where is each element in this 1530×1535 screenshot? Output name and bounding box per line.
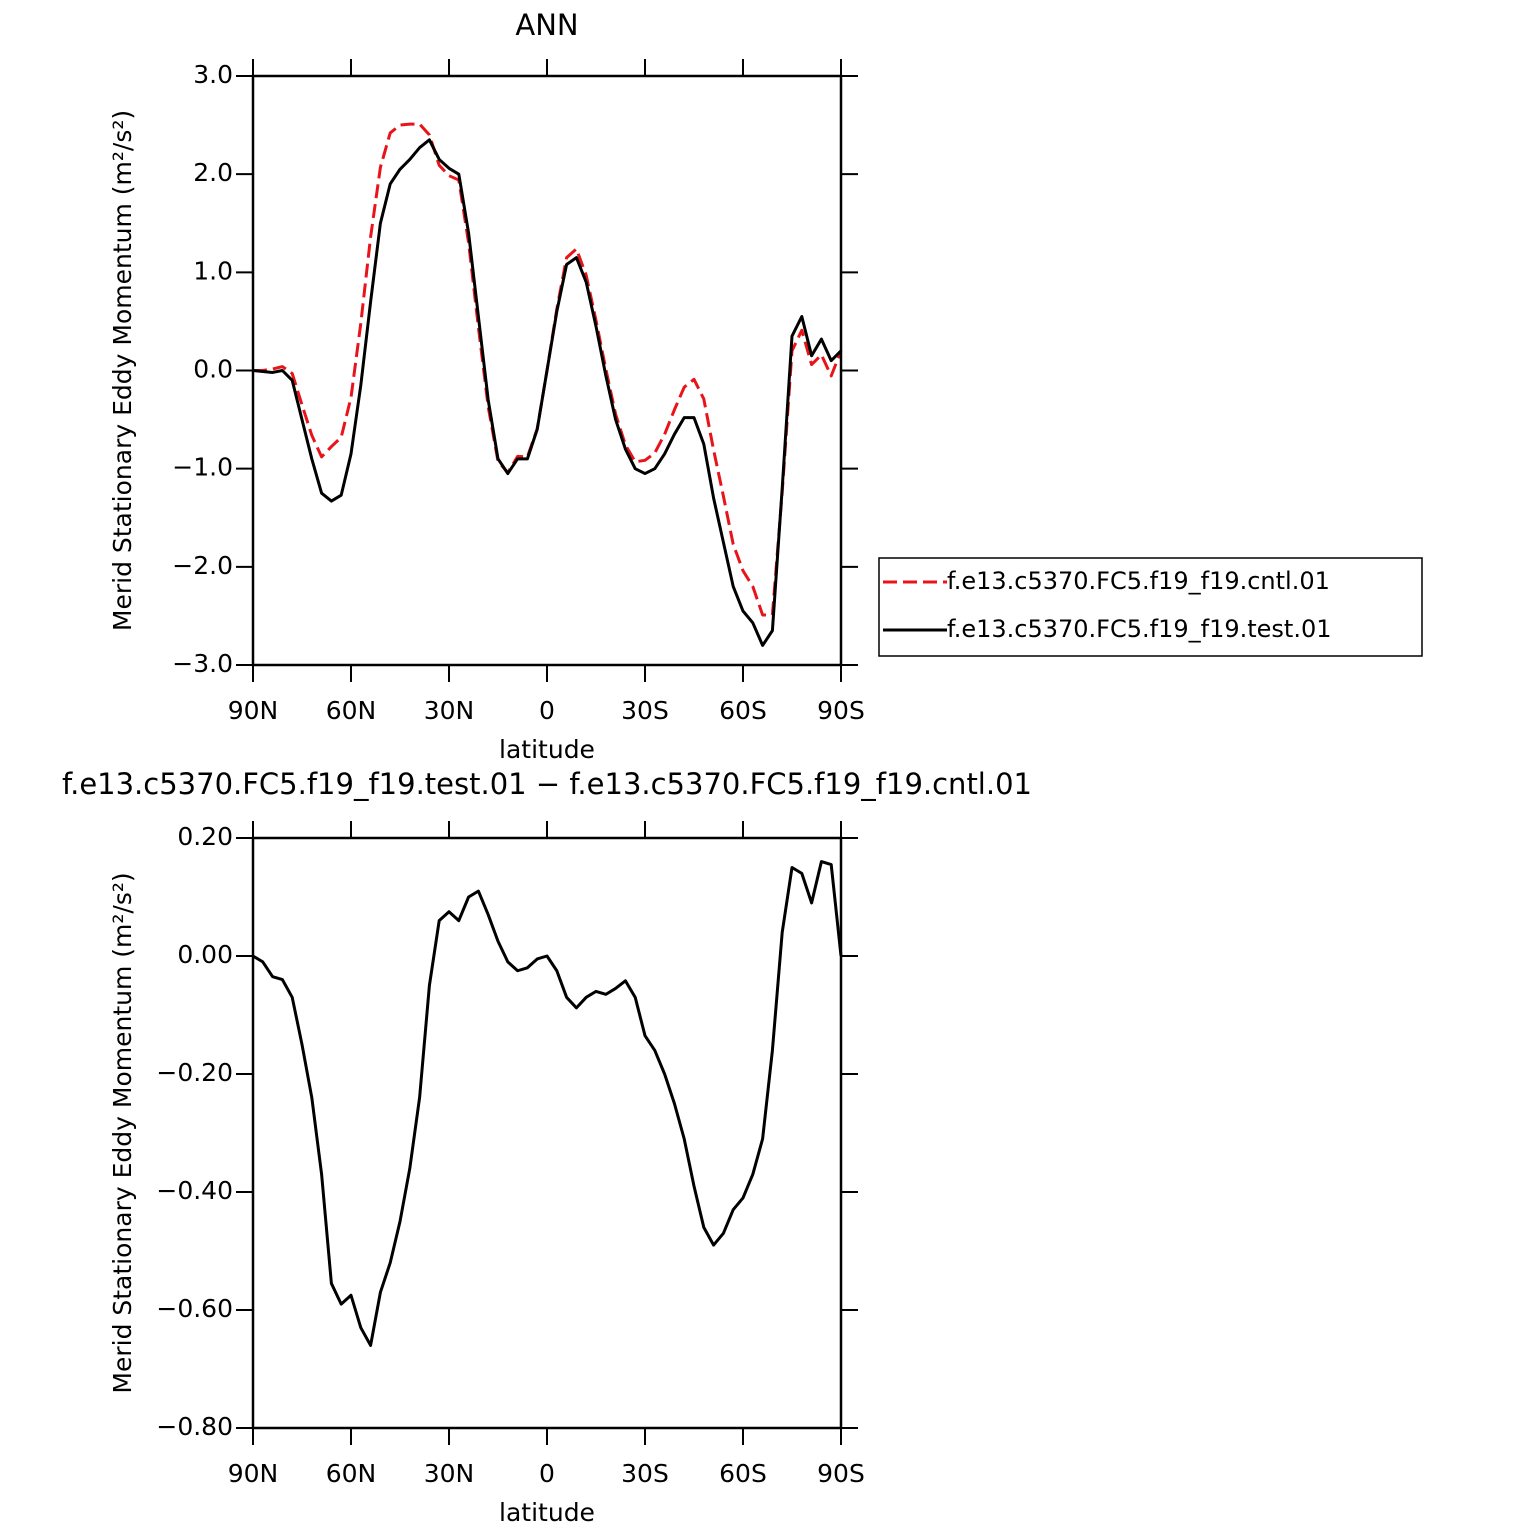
y-tick-label: −2.0 <box>172 551 233 580</box>
y-tick-label: 3.0 <box>193 60 233 89</box>
y-tick-label: −0.20 <box>156 1058 233 1087</box>
y-tick-label: −3.0 <box>172 649 233 678</box>
x-tick-label: 30N <box>424 696 475 725</box>
y-tick-label: −0.80 <box>156 1412 233 1441</box>
data-line <box>252 860 843 1347</box>
x-axis-label: latitude <box>499 735 595 764</box>
y-tick-label: 0.00 <box>177 940 233 969</box>
chart-title: ANN <box>515 8 578 42</box>
y-axis-label: Merid Stationary Eddy Momentum (m²/s²) <box>108 872 137 1393</box>
x-tick-label: 30N <box>424 1459 475 1488</box>
legend-label: f.e13.c5370.FC5.f19_f19.cntl.01 <box>947 567 1330 595</box>
y-axis-label: Merid Stationary Eddy Momentum (m²/s²) <box>108 110 137 631</box>
y-tick-label: 0.20 <box>177 822 233 851</box>
y-tick-label: −1.0 <box>172 453 233 482</box>
x-tick-label: 30S <box>621 696 669 725</box>
x-tick-label: 90S <box>817 696 865 725</box>
plot-frame <box>251 836 843 1430</box>
y-tick-label: 2.0 <box>193 158 233 187</box>
y-tick-label: 1.0 <box>193 256 233 285</box>
x-tick-label: 90S <box>817 1459 865 1488</box>
x-tick-label: 30S <box>621 1459 669 1488</box>
data-line <box>252 138 843 647</box>
x-tick-label: 60S <box>719 696 767 725</box>
y-tick-label: 0.0 <box>193 355 233 384</box>
y-tick-label: −0.40 <box>156 1176 233 1205</box>
legend-box <box>878 557 1423 657</box>
chart-title: f.e13.c5370.FC5.f19_f19.test.01 − f.e13.… <box>62 767 1032 801</box>
x-axis-label: latitude <box>499 1498 595 1527</box>
x-tick-label: 90N <box>228 696 279 725</box>
y-tick-label: −0.60 <box>156 1294 233 1323</box>
x-tick-label: 0 <box>539 696 555 725</box>
plot-frame <box>251 74 843 667</box>
x-tick-label: 60N <box>326 1459 377 1488</box>
x-tick-label: 60S <box>719 1459 767 1488</box>
x-tick-label: 0 <box>539 1459 555 1488</box>
legend-label: f.e13.c5370.FC5.f19_f19.test.01 <box>947 615 1332 643</box>
x-tick-label: 60N <box>326 696 377 725</box>
x-tick-label: 90N <box>228 1459 279 1488</box>
